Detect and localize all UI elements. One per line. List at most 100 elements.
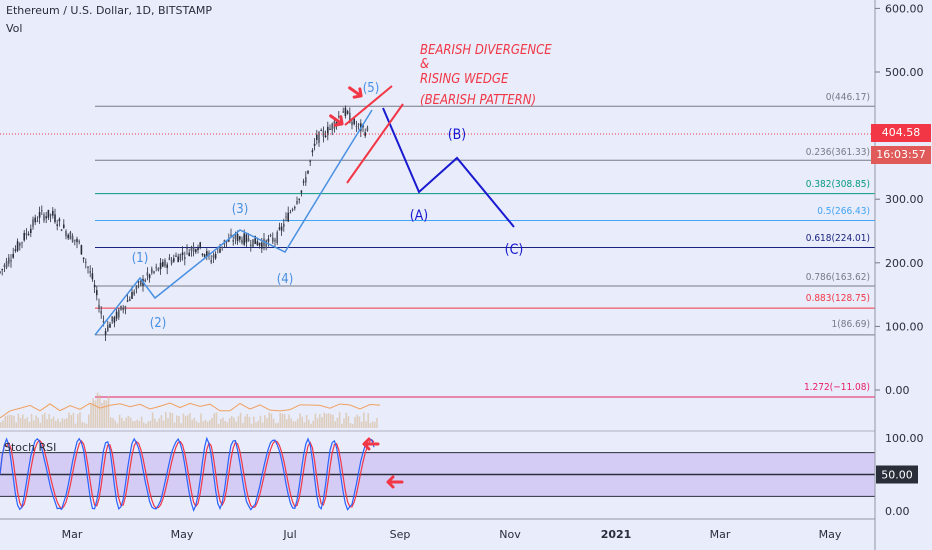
candle-body	[0, 271, 1, 273]
volume-bar	[310, 423, 312, 428]
volume-bar	[125, 417, 127, 428]
candle-body	[247, 238, 250, 242]
candle-body	[153, 271, 155, 273]
fibonacci-retracement[interactable]: 0(446.17) 0.236(361.33) 0.382(308.85) 0.5(2…	[95, 92, 875, 398]
rsi-tick-label: 50.00	[881, 469, 913, 482]
candle-body	[140, 280, 142, 286]
volume-bar	[99, 394, 101, 428]
candle-body	[195, 249, 197, 252]
candle-body	[91, 273, 94, 280]
candle-body	[67, 234, 69, 239]
elliott-impulse-path	[94, 109, 373, 336]
volume-series	[0, 392, 381, 428]
candle-body	[261, 242, 263, 249]
volume-bar	[35, 415, 37, 428]
candle-body	[74, 239, 76, 241]
last-price-tag: 404.58	[871, 124, 931, 142]
candle-body	[311, 150, 314, 153]
candle-body	[256, 241, 259, 246]
candle-body	[296, 201, 298, 204]
volume-bar	[327, 413, 330, 428]
candle-body	[71, 235, 74, 243]
drawings-layer[interactable]: (1) (2) (3) (4) (5) (A) (B) (C) BEARISH DIVERGEN…	[0, 43, 875, 336]
volume-bar	[140, 416, 143, 428]
volume-bar	[63, 419, 66, 428]
correction-label: (A)	[410, 208, 428, 224]
candle-body	[12, 253, 14, 258]
volume-bar	[44, 412, 46, 428]
candle-body	[355, 125, 358, 128]
correction-label: (B)	[448, 127, 466, 143]
volume-bar	[184, 415, 187, 428]
fib-level-label: 0.382(308.85)	[806, 179, 870, 190]
stoch-rsi-pane[interactable]	[0, 436, 875, 513]
rsi-arrow-bottom	[386, 475, 404, 489]
candle-body	[232, 240, 234, 242]
candle-body	[129, 298, 131, 301]
candle-body	[331, 123, 333, 130]
fib-level-label: 0.236(361.33)	[806, 147, 870, 158]
volume-bar	[244, 416, 246, 428]
candle-body	[344, 107, 347, 116]
candle-body	[199, 242, 201, 248]
candle-body	[254, 235, 256, 244]
volume-bar	[105, 400, 108, 428]
volume-bar	[354, 417, 356, 428]
candle-body	[234, 234, 237, 240]
candle-body	[351, 121, 353, 126]
price-tick-label: 0.00	[885, 384, 910, 397]
candle-body	[87, 266, 89, 268]
candle-body	[93, 284, 96, 288]
candle-body	[3, 264, 6, 268]
stoch-rsi-label: Stoch RSI	[4, 441, 57, 454]
volume-bar	[24, 418, 26, 428]
volume-bar	[4, 416, 6, 428]
time-tick-label: May	[171, 528, 194, 541]
candle-body	[241, 239, 243, 244]
volume-bar	[151, 412, 154, 428]
volume-bar	[101, 402, 103, 428]
time-tick-label: Mar	[710, 528, 731, 541]
volume-bar	[255, 422, 257, 428]
volume-bar	[211, 417, 213, 428]
candle-body	[85, 261, 87, 263]
candle-body	[107, 325, 109, 331]
volume-bar	[160, 415, 163, 428]
volume-bar	[191, 419, 193, 428]
candle-body	[197, 247, 199, 251]
price-axis[interactable]: 600.00500.00400.00300.00200.00100.000.00…	[874, 0, 924, 550]
time-axis[interactable]: Mar May Jul Sep Nov 2021 Mar May	[0, 518, 875, 541]
candle-body	[175, 255, 177, 257]
volume-bar	[19, 417, 22, 428]
volume-bar	[118, 414, 121, 428]
rsi-k-line	[0, 436, 375, 513]
volume-bar	[292, 421, 295, 428]
volume-bar	[261, 422, 264, 428]
candle-body	[80, 245, 83, 255]
candle-body	[124, 306, 127, 310]
time-tick-label: May	[819, 528, 842, 541]
candle-body	[278, 227, 281, 230]
volume-bar	[103, 400, 105, 428]
volume-bar	[213, 413, 215, 428]
rsi-tick-label: 100.00	[885, 432, 924, 445]
candle-body	[82, 257, 85, 259]
candle-body	[78, 241, 80, 243]
candle-body	[285, 216, 287, 218]
volume-bar	[85, 423, 88, 428]
symbol-title[interactable]: Ethereum / U.S. Dollar, 1D, BITSTAMP	[6, 4, 212, 17]
candle-body	[16, 241, 19, 251]
volume-bar	[360, 421, 363, 428]
candle-body	[300, 190, 303, 193]
candle-body	[190, 247, 193, 251]
volume-bar	[301, 416, 303, 428]
annotation-text-line: RISING WEDGE	[420, 72, 509, 87]
candle-body	[96, 290, 98, 296]
volume-bar	[277, 422, 279, 428]
candle-body	[353, 118, 355, 125]
volume-bar	[158, 418, 160, 428]
volume-bar	[336, 417, 339, 428]
candle-body	[10, 260, 12, 262]
volume-bar	[193, 417, 196, 428]
